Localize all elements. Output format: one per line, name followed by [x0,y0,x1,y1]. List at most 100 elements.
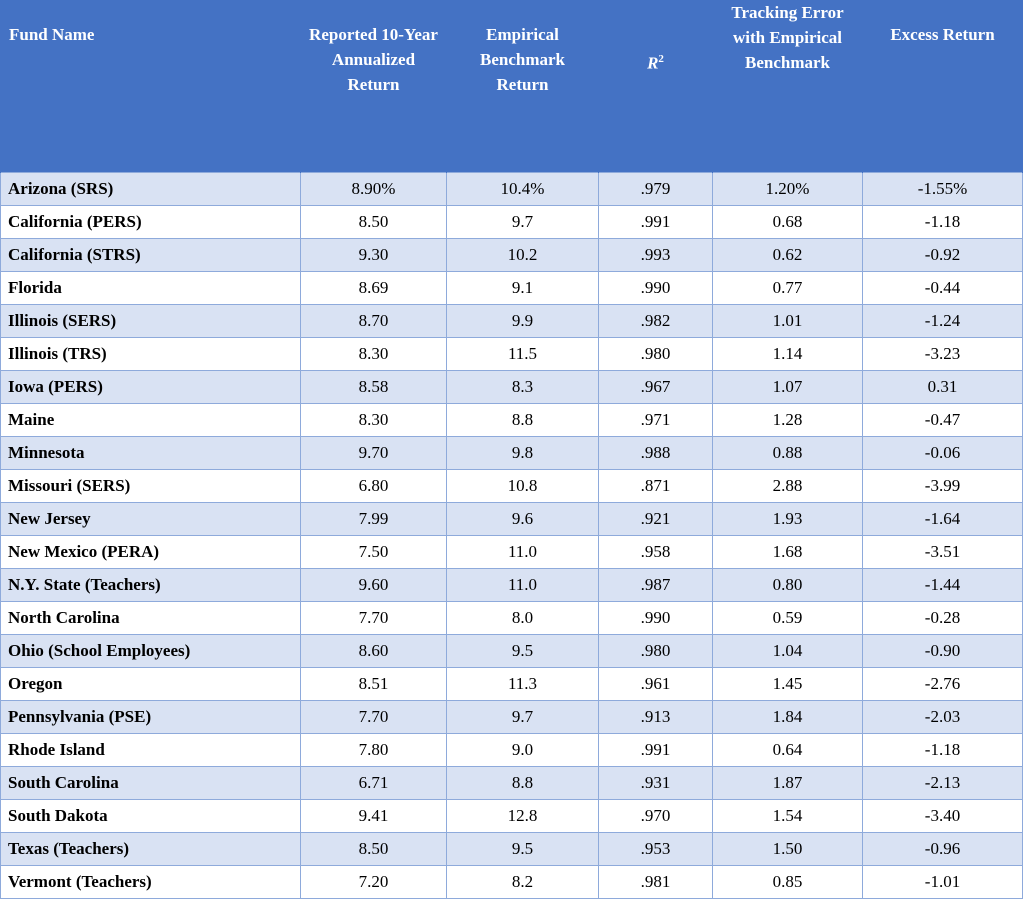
tracking-error-cell: 1.01 [712,304,863,338]
excess-return-cell: -3.99 [862,469,1023,503]
header-r-squared-label: R [647,53,659,73]
reported-return-cell: 9.30 [300,238,447,272]
fund-name-cell: Florida [0,271,301,305]
tracking-error-cell: 1.28 [712,403,863,437]
benchmark-return-cell: 8.3 [446,370,599,404]
tracking-error-cell: 0.80 [712,568,863,602]
fund-name-cell: North Carolina [0,601,301,635]
tracking-error-cell: 1.45 [712,667,863,701]
excess-return-cell: -1.18 [862,733,1023,767]
benchmark-return-cell: 10.2 [446,238,599,272]
benchmark-return-cell: 8.8 [446,766,599,800]
table-row: Missouri (SERS) 6.80 10.8.871 2.88 -3.99 [0,469,1023,503]
table-body: Arizona (SRS) 8.90% 10.4% .979 1.20% -1.55% Ca… [0,172,1023,899]
reported-return-cell: 8.51 [300,667,447,701]
excess-return-cell: -0.06 [862,436,1023,470]
table-row: Maine 8.30 8.8.971 1.28 -0.47 [0,403,1023,437]
tracking-error-cell: 0.77 [712,271,863,305]
r-squared-cell: .979 [598,172,713,206]
r-squared-cell: .990 [598,601,713,635]
excess-return-cell: -0.92 [862,238,1023,272]
fund-name-cell: N.Y. State (Teachers) [0,568,301,602]
table-row: Vermont (Teachers) 7.20 8.2.981 0.85 -1.01 [0,865,1023,899]
r-squared-cell: .958 [598,535,713,569]
benchmark-return-cell: 9.0 [446,733,599,767]
reported-return-cell: 8.50 [300,832,447,866]
reported-return-cell: 8.69 [300,271,447,305]
table-row: Florida 8.69 9.1.990 0.77 -0.44 [0,271,1023,305]
fund-name-cell: Oregon [0,667,301,701]
table-row: Pennsylvania (PSE) 7.70 9.7.913 1.84 -2.03 [0,700,1023,734]
benchmark-return-cell: 9.9 [446,304,599,338]
r-squared-cell: .967 [598,370,713,404]
table-row: Iowa (PERS) 8.58 8.3.967 1.07 0.31 [0,370,1023,404]
excess-return-cell: -1.18 [862,205,1023,239]
r-squared-cell: .931 [598,766,713,800]
tracking-error-cell: 0.85 [712,865,863,899]
r-squared-cell: .982 [598,304,713,338]
reported-return-cell: 8.58 [300,370,447,404]
fund-name-cell: Illinois (TRS) [0,337,301,371]
reported-return-cell: 9.70 [300,436,447,470]
r-squared-cell: .971 [598,403,713,437]
table-row: Illinois (SERS) 8.70 9.9.982 1.01 -1.24 [0,304,1023,338]
table-row: New Mexico (PERA) 7.50 11.0.958 1.68 -3.51 [0,535,1023,569]
reported-return-cell: 7.20 [300,865,447,899]
table-row: South Dakota 9.41 12.8.970 1.54 -3.40 [0,799,1023,833]
fund-name-cell: Illinois (SERS) [0,304,301,338]
benchmark-return-cell: 12.8 [446,799,599,833]
reported-return-cell: 9.60 [300,568,447,602]
fund-name-cell: Pennsylvania (PSE) [0,700,301,734]
table-row: California (STRS) 9.30 10.2.993 0.62 -0.92 [0,238,1023,272]
header-r-squared-exponent: 2 [658,53,664,65]
excess-return-cell: -2.13 [862,766,1023,800]
table-row: California (PERS) 8.50 9.7.991 0.68 -1.18 [0,205,1023,239]
tracking-error-cell: 0.59 [712,601,863,635]
r-squared-cell: .913 [598,700,713,734]
fund-name-cell: Arizona (SRS) [0,172,301,206]
table-row: Rhode Island 7.80 9.0.991 0.64 -1.18 [0,733,1023,767]
fund-name-cell: Minnesota [0,436,301,470]
table-row: North Carolina 7.70 8.0.990 0.59 -0.28 [0,601,1023,635]
table-header: Fund Name Reported 10-Year Annualized Re… [0,0,1023,173]
benchmark-return-cell: 8.0 [446,601,599,635]
tracking-error-cell: 1.87 [712,766,863,800]
table-row: Arizona (SRS) 8.90% 10.4% .979 1.20% -1.55% [0,172,1023,206]
reported-return-cell: 7.50 [300,535,447,569]
table-row: Illinois (TRS) 8.30 11.5.980 1.14 -3.23 [0,337,1023,371]
fund-name-cell: Texas (Teachers) [0,832,301,866]
excess-return-cell: -3.40 [862,799,1023,833]
benchmark-return-cell: 9.8 [446,436,599,470]
reported-return-cell: 7.70 [300,601,447,635]
benchmark-return-cell: 8.8 [446,403,599,437]
reported-return-cell: 8.60 [300,634,447,668]
tracking-error-cell: 2.88 [712,469,863,503]
benchmark-return-cell: 11.5 [446,337,599,371]
excess-return-cell: -1.01 [862,865,1023,899]
table-row: Texas (Teachers) 8.50 9.5.953 1.50 -0.96 [0,832,1023,866]
reported-return-cell: 8.30 [300,337,447,371]
tracking-error-cell: 0.64 [712,733,863,767]
excess-return-cell: 0.31 [862,370,1023,404]
benchmark-return-cell: 10.4% [446,172,599,206]
fund-name-cell: New Jersey [0,502,301,536]
r-squared-cell: .993 [598,238,713,272]
excess-return-cell: -0.90 [862,634,1023,668]
excess-return-cell: -1.55% [862,172,1023,206]
benchmark-return-cell: 11.3 [446,667,599,701]
r-squared-cell: .980 [598,634,713,668]
excess-return-cell: -2.03 [862,700,1023,734]
tracking-error-cell: 0.88 [712,436,863,470]
fund-name-cell: South Dakota [0,799,301,833]
table-row: Oregon 8.51 11.3.961 1.45 -2.76 [0,667,1023,701]
r-squared-cell: .921 [598,502,713,536]
reported-return-cell: 7.70 [300,700,447,734]
excess-return-cell: -1.44 [862,568,1023,602]
excess-return-cell: -0.44 [862,271,1023,305]
header-tracking-error: Tracking Error with Empirical Benchmark [712,0,863,173]
benchmark-return-cell: 9.5 [446,832,599,866]
fund-name-cell: California (STRS) [0,238,301,272]
benchmark-return-cell: 10.8 [446,469,599,503]
tracking-error-cell: 1.07 [712,370,863,404]
